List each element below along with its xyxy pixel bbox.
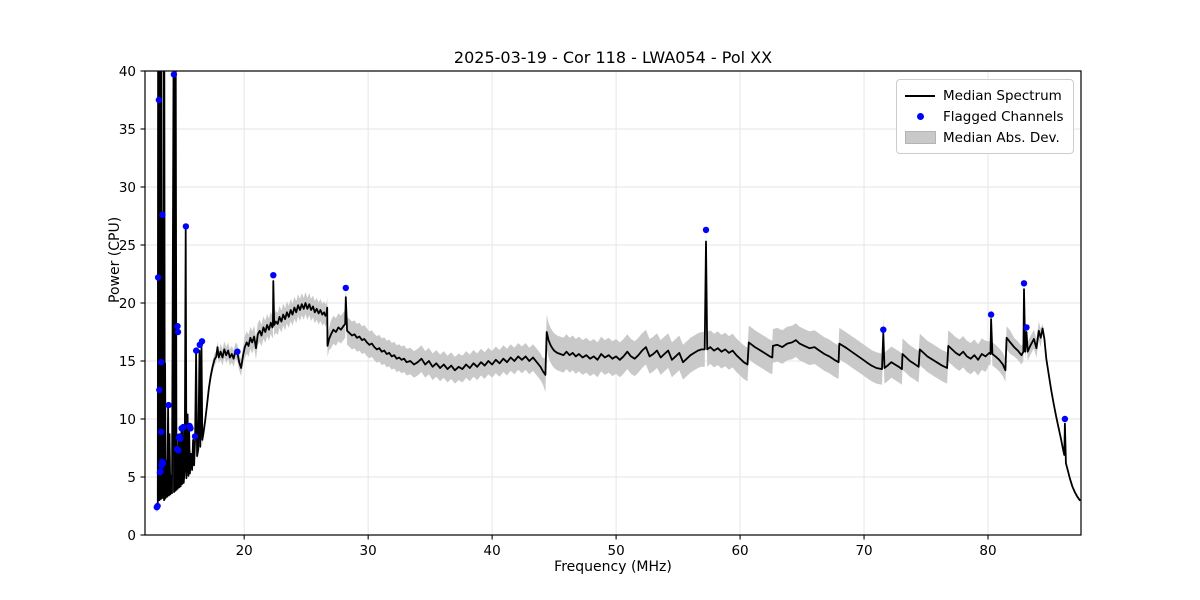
mad-patch-swatch	[897, 131, 943, 144]
flagged-channels	[153, 71, 1069, 511]
flagged-dot-swatch	[897, 113, 943, 120]
flagged-channel-dot	[1023, 324, 1030, 331]
flagged-channel-dot	[342, 284, 349, 292]
flagged-channel-dot	[174, 328, 182, 336]
flagged-channel-dot	[198, 338, 206, 345]
x-tick-label: 20	[236, 543, 253, 559]
y-tick-label: 5	[127, 470, 136, 486]
median-line-swatch	[897, 94, 943, 97]
flagged-channel-dot	[177, 435, 184, 442]
median-spectrum-line	[155, 71, 1081, 510]
legend-label: Median Spectrum	[943, 87, 1062, 104]
flagged-channel-dot	[157, 359, 165, 366]
flagged-channel-dot	[270, 272, 277, 279]
flagged-channel-dot	[180, 423, 187, 431]
flagged-channel-dot	[170, 71, 178, 78]
flagged-channel-dot	[234, 348, 241, 355]
x-tick-label: 50	[608, 543, 625, 559]
flagged-channel-dot	[1061, 415, 1069, 423]
flagged-channel-dot	[158, 428, 165, 435]
flagged-channel-dot	[987, 311, 995, 318]
flagged-channel-dot	[702, 226, 710, 234]
flagged-channel-dot	[191, 433, 199, 440]
flagged-channel-dot	[175, 447, 182, 454]
legend-item-median-abs-dev: Median Abs. Dev.	[897, 127, 1073, 148]
flagged-channel-dot	[193, 347, 200, 354]
y-tick-label: 35	[119, 122, 136, 138]
flagged-channel-dot	[159, 459, 167, 467]
flagged-channel-dot	[157, 468, 164, 475]
x-tick-label: 80	[979, 543, 996, 559]
y-tick-label: 15	[119, 354, 136, 370]
flagged-channel-dot	[187, 425, 194, 432]
ticks: 20 30 40 50 60 70 80 0 5 10 15 20 25 30 35 40	[119, 64, 997, 559]
x-tick-label: 40	[484, 543, 501, 559]
flagged-channel-dot	[159, 211, 166, 218]
flagged-channel-dot	[154, 274, 162, 281]
plot-title: 2025-03-19 - Cor 118 - LWA054 - Pol XX	[453, 48, 773, 67]
flagged-channel-dot	[182, 223, 190, 230]
y-tick-label: 20	[119, 296, 136, 312]
flagged-channel-dot	[880, 326, 887, 333]
legend-label: Flagged Channels	[943, 108, 1064, 125]
x-tick-label: 70	[855, 543, 872, 559]
flagged-channel-dot	[174, 323, 181, 330]
legend-item-median-spectrum: Median Spectrum	[897, 85, 1073, 106]
y-tick-label: 40	[119, 64, 136, 80]
x-tick-label: 60	[731, 543, 748, 559]
legend-label: Median Abs. Dev.	[943, 129, 1060, 146]
x-axis-label: Frequency (MHz)	[554, 559, 672, 575]
y-tick-label: 10	[119, 412, 136, 428]
legend-item-flagged-channels: Flagged Channels	[897, 106, 1073, 127]
flagged-channel-dot	[165, 401, 172, 409]
y-tick-label: 25	[119, 238, 136, 254]
flagged-channel-dot	[1020, 280, 1028, 287]
y-tick-label: 0	[127, 528, 136, 544]
flagged-channel-dot	[155, 96, 163, 104]
flagged-channel-dot	[156, 386, 163, 394]
flagged-channel-dot	[154, 502, 161, 510]
y-tick-label: 30	[119, 180, 136, 196]
x-tick-label: 30	[360, 543, 377, 559]
legend: Median Spectrum Flagged Channels Median …	[896, 79, 1074, 154]
